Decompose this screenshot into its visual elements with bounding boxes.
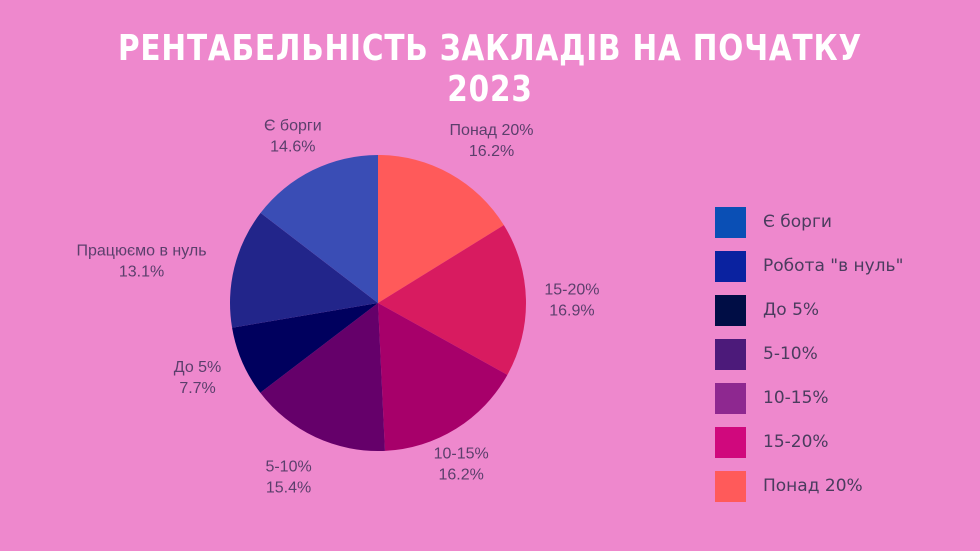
legend-label: Понад 20% <box>763 476 863 496</box>
legend-swatch <box>715 426 746 458</box>
slice-value-label: 13.1% <box>119 264 164 281</box>
legend-label: 15-20% <box>763 432 829 452</box>
legend-swatch <box>715 206 746 238</box>
pie-slice <box>378 225 526 375</box>
chart-legend: Є борги Робота "в нуль" До 5% 5-10% 10-15% 15… <box>715 200 903 508</box>
legend-swatch <box>715 382 746 414</box>
legend-label: Є борги <box>763 212 832 232</box>
slice-label: Є борги <box>264 117 322 134</box>
legend-item: До 5% <box>715 288 903 332</box>
slice-value-label: 15.4% <box>266 479 311 496</box>
legend-label: До 5% <box>763 300 820 320</box>
slice-label: До 5% <box>174 359 221 376</box>
legend-label: Робота "в нуль" <box>763 256 904 276</box>
slice-value-label: 16.2% <box>438 467 483 484</box>
legend-item: 15-20% <box>715 420 903 464</box>
legend-item: 5-10% <box>715 332 903 376</box>
slice-value-label: 7.7% <box>179 380 215 397</box>
legend-swatch <box>715 470 746 502</box>
legend-item: Понад 20% <box>715 464 903 508</box>
pie-slice <box>260 303 385 452</box>
slice-label: Понад 20% <box>450 122 534 139</box>
chart-title: РЕНТАБЕЛЬНІСТЬ ЗАКЛАДІВ НА ПОЧАТКУ 2023 <box>117 28 863 110</box>
slice-label: 5-10% <box>265 458 311 475</box>
legend-item: Робота "в нуль" <box>715 244 903 288</box>
legend-item: Є борги <box>715 200 903 244</box>
slice-value-label: 16.9% <box>549 303 594 320</box>
legend-swatch <box>715 294 746 326</box>
slice-label: 10-15% <box>434 446 489 463</box>
slice-label: 15-20% <box>544 282 599 299</box>
legend-swatch <box>715 338 746 370</box>
pie-slice <box>378 155 504 303</box>
pie-slice <box>232 303 378 393</box>
slice-label: Працюємо в нуль <box>76 243 206 260</box>
legend-item: 10-15% <box>715 376 903 420</box>
slice-value-label: 16.2% <box>469 143 514 160</box>
pie-slice <box>378 303 508 451</box>
pie-slice <box>260 155 378 303</box>
pie-slice <box>230 212 378 328</box>
slice-value-label: 14.6% <box>270 138 315 155</box>
legend-label: 5-10% <box>763 344 818 364</box>
legend-swatch <box>715 250 746 282</box>
legend-label: 10-15% <box>763 388 829 408</box>
